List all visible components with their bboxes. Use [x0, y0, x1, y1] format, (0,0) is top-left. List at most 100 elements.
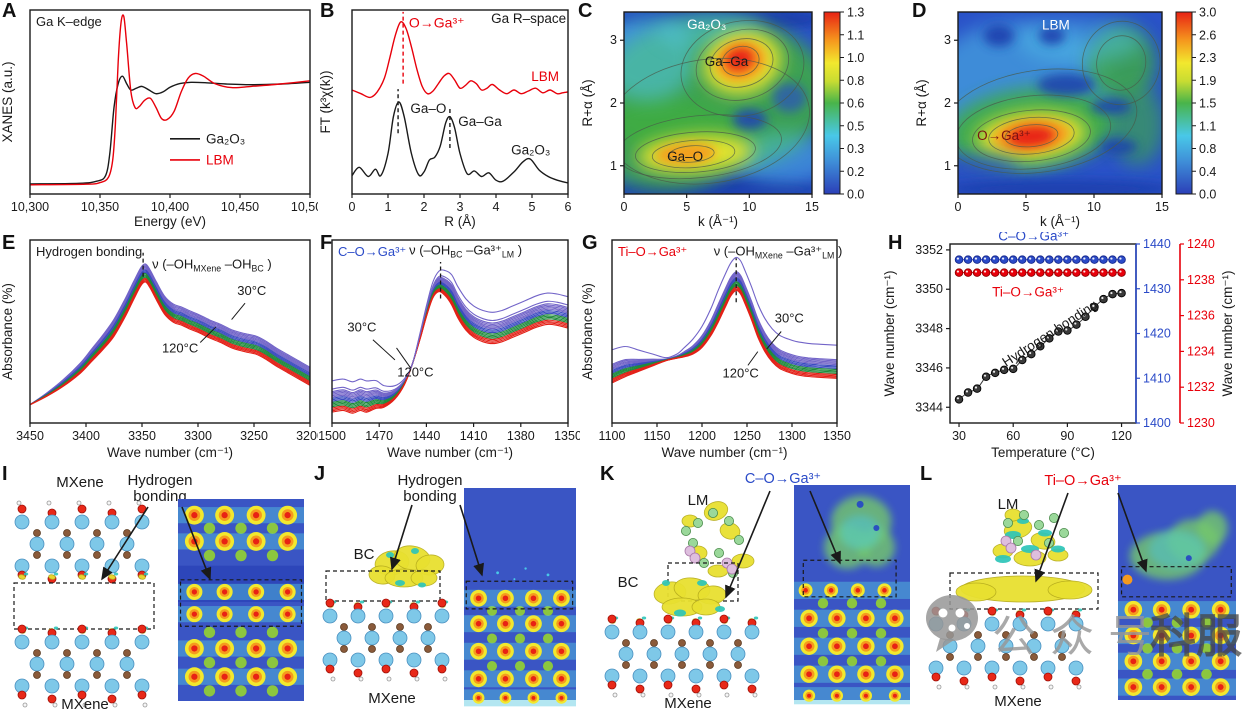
svg-text:3344: 3344 — [915, 400, 943, 414]
svg-text:5: 5 — [529, 200, 536, 214]
panel-C: C Ga₂O₃ Ga–Ga Ga–O 0 5 10 15 1 2 3 k (Å⁻¹) R+α (Å) 1… — [576, 0, 910, 232]
svg-text:5: 5 — [683, 200, 690, 214]
svg-text:3346: 3346 — [915, 361, 943, 375]
series-Ga₂O₃ — [30, 75, 310, 185]
svg-text:1.1: 1.1 — [847, 28, 864, 42]
svg-text:1: 1 — [944, 159, 951, 173]
svg-text:MXene: MXene — [994, 693, 1042, 710]
svg-text:10,350: 10,350 — [81, 200, 119, 214]
svg-text:1350: 1350 — [823, 429, 851, 443]
svg-text:15: 15 — [1155, 200, 1169, 214]
panel-D: D LBM O→Ga³⁺ 0 5 10 15 1 2 3 k (Å⁻¹) R+α (Å) 3.0 2.6… — [910, 0, 1246, 232]
svg-text:FT (k³χ(k)): FT (k³χ(k)) — [318, 70, 333, 133]
svg-text:MXene: MXene — [368, 690, 416, 707]
svg-text:Ti–O→Ga³⁺: Ti–O→Ga³⁺ — [992, 285, 1064, 300]
svg-text:0: 0 — [955, 200, 962, 214]
svg-text:1.0: 1.0 — [847, 51, 864, 65]
svg-text:bonding: bonding — [403, 488, 456, 505]
panel-L: L Ti–O→Ga³⁺ LM MXene — [918, 463, 1246, 710]
svg-text:Absorbance (%): Absorbance (%) — [580, 283, 595, 380]
svg-text:120°C: 120°C — [162, 341, 198, 356]
svg-text:0.4: 0.4 — [1199, 165, 1216, 179]
svg-text:60: 60 — [1006, 429, 1020, 443]
svg-text:C–O→Ga³⁺: C–O→Ga³⁺ — [998, 232, 1069, 244]
svg-text:1400: 1400 — [1143, 416, 1171, 430]
panel-K: K C–O→Ga³⁺ LM BC MXene — [598, 463, 918, 710]
svg-text:1380: 1380 — [507, 429, 535, 443]
panel-I: I MXene Hydrogen bonding MXene — [0, 463, 312, 710]
svg-text:Ga₂O₃: Ga₂O₃ — [206, 131, 245, 146]
panel-label-K: K — [600, 463, 615, 485]
svg-text:Wave number (cm⁻¹): Wave number (cm⁻¹) — [107, 445, 233, 460]
panel-F: F 1500 1470 1440 1410 1380 1350 Wave number (cm… — [318, 232, 580, 463]
svg-text:0.2: 0.2 — [847, 165, 864, 179]
svg-text:bonding: bonding — [133, 488, 186, 505]
svg-text:Wave number (cm⁻¹): Wave number (cm⁻¹) — [1220, 271, 1235, 397]
svg-text:10,500: 10,500 — [291, 200, 318, 214]
svg-text:1232: 1232 — [1187, 380, 1215, 394]
series-LBM — [30, 14, 310, 186]
svg-text:R+α (Å): R+α (Å) — [914, 79, 929, 126]
svg-text:3350: 3350 — [128, 429, 156, 443]
panel-label-B: B — [320, 0, 335, 22]
svg-text:1430: 1430 — [1143, 282, 1171, 296]
svg-text:MXene: MXene — [61, 696, 109, 710]
svg-text:3: 3 — [944, 33, 951, 47]
svg-text:1440: 1440 — [1143, 237, 1171, 251]
svg-text:0.3: 0.3 — [847, 142, 864, 156]
svg-text:Wave number (cm⁻¹): Wave number (cm⁻¹) — [387, 445, 513, 460]
svg-text:30°C: 30°C — [237, 283, 266, 298]
svg-text:30°C: 30°C — [775, 310, 804, 325]
svg-text:k (Å⁻¹): k (Å⁻¹) — [1040, 214, 1080, 229]
svg-text:LBM: LBM — [206, 152, 234, 167]
svg-text:15: 15 — [805, 200, 819, 214]
svg-text:Absorbance (%): Absorbance (%) — [0, 283, 15, 380]
svg-text:R (Å): R (Å) — [444, 214, 476, 229]
svg-text:Ti–O→Ga³⁺: Ti–O→Ga³⁺ — [618, 244, 687, 259]
svg-text:3300: 3300 — [184, 429, 212, 443]
chart-xanes: 10,300 10,350 10,400 10,450 10,500 Energy (eV… — [0, 9, 318, 229]
svg-text:1150: 1150 — [644, 429, 671, 443]
svg-text:1350: 1350 — [554, 429, 580, 443]
svg-text:3350: 3350 — [915, 282, 943, 296]
chart-ftir-tio: 1100 1150 1200 1250 1300 1350 Wave number (cm⁻… — [580, 239, 851, 460]
svg-text:120°C: 120°C — [397, 364, 433, 379]
svg-text:0.8: 0.8 — [1199, 142, 1216, 156]
svg-text:2.6: 2.6 — [1199, 28, 1216, 42]
svg-text:3250: 3250 — [240, 429, 268, 443]
panel-label-H: H — [888, 232, 903, 254]
svg-text:Hydrogen bonding: Hydrogen bonding — [999, 297, 1100, 370]
svg-text:3: 3 — [457, 200, 464, 214]
chart-ftir-co: 1500 1470 1440 1410 1380 1350 Wave number (cm⁻… — [318, 239, 580, 460]
svg-text:3400: 3400 — [72, 429, 100, 443]
svg-text:1: 1 — [610, 159, 617, 173]
svg-text:Ga–O: Ga–O — [667, 149, 703, 164]
svg-text:1.3: 1.3 — [847, 6, 864, 20]
svg-text:120°C: 120°C — [723, 365, 759, 380]
svg-text:BC: BC — [618, 574, 639, 591]
svg-text:MXene: MXene — [664, 695, 712, 710]
svg-text:ν (–OHMXene –OHBC ): ν (–OHMXene –OHBC ) — [152, 256, 272, 273]
svg-text:XANES (a.u.): XANES (a.u.) — [0, 61, 15, 142]
svg-text:1.5: 1.5 — [1199, 97, 1216, 111]
svg-text:2: 2 — [944, 96, 951, 110]
svg-text:1: 1 — [385, 200, 392, 214]
panel-label-E: E — [2, 232, 16, 254]
svg-text:Wave number (cm⁻¹): Wave number (cm⁻¹) — [662, 445, 788, 460]
svg-text:0.0: 0.0 — [847, 188, 864, 202]
svg-text:10,450: 10,450 — [221, 200, 259, 214]
svg-text:0.0: 0.0 — [1199, 188, 1216, 202]
svg-text:Wave number (cm⁻¹): Wave number (cm⁻¹) — [882, 271, 897, 397]
svg-text:1410: 1410 — [460, 429, 488, 443]
svg-text:1234: 1234 — [1187, 344, 1215, 358]
svg-text:1440: 1440 — [412, 429, 440, 443]
svg-text:4: 4 — [493, 200, 500, 214]
colorbar — [823, 11, 841, 195]
svg-text:LBM: LBM — [531, 69, 559, 84]
panel-label-G: G — [582, 232, 598, 254]
panel-label-I: I — [2, 463, 8, 485]
svg-text:O→Ga³⁺: O→Ga³⁺ — [977, 128, 1031, 143]
panel-B: B 0 1 2 3 4 5 6 R (Å) FT (k³χ(k)) O→Ga³⁺ Ga R–space… — [318, 0, 576, 232]
svg-text:30°C: 30°C — [347, 320, 376, 335]
